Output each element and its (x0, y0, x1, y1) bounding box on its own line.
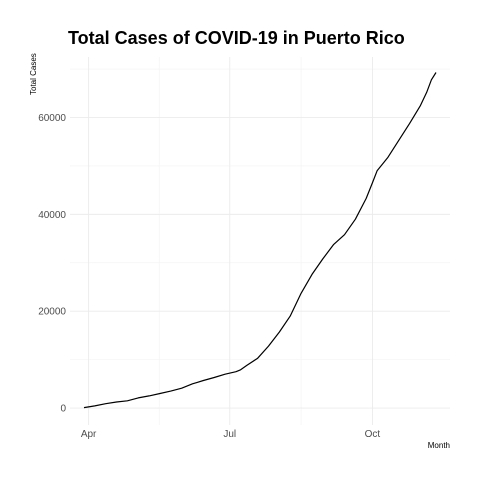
y-tick-label: 20000 (38, 307, 66, 318)
x-tick-label: Jul (223, 429, 236, 440)
major-gridlines (70, 57, 450, 425)
x-tick-label: Oct (365, 429, 381, 440)
y-axis-title: Total Cases (29, 53, 38, 95)
y-tick-label: 60000 (38, 113, 66, 124)
y-tick-label: 40000 (38, 210, 66, 221)
x-axis-ticks: Apr Jul Oct (81, 429, 381, 440)
y-tick-label: 0 (60, 404, 66, 415)
x-tick-label: Apr (81, 429, 97, 440)
y-axis-ticks: 0 20000 40000 60000 (38, 113, 66, 415)
x-axis-title: Month (428, 441, 450, 450)
chart-title: Total Cases of COVID-19 in Puerto Rico (68, 28, 405, 48)
total-cases-line (83, 72, 437, 409)
minor-gridlines (70, 57, 450, 425)
